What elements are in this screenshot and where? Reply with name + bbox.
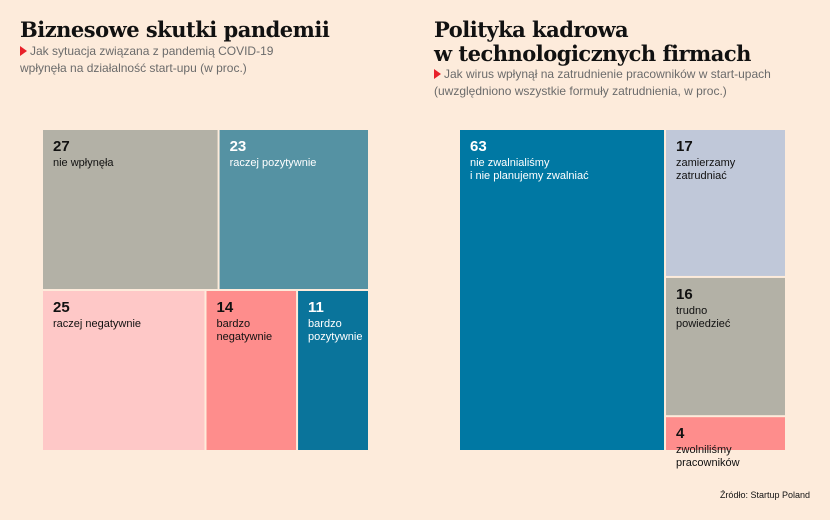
- tile-category-label: nie zwalnialiśmy: [470, 157, 550, 169]
- tile-value-label: 11: [308, 299, 324, 316]
- tile-category-label: trudno: [676, 305, 707, 317]
- triangle-marker-icon: [434, 69, 441, 79]
- right-subtitle-line-1: Jak wirus wpłynął na zatrudnienie pracow…: [444, 67, 771, 81]
- treemap-tile-0-2: [43, 291, 205, 450]
- tile-value-label: 4: [676, 425, 685, 442]
- tile-category-label: pracowników: [676, 457, 740, 469]
- right-title-line-1: Polityka kadrowa: [434, 17, 629, 42]
- tile-category-label: i nie planujemy zwalniać: [470, 170, 589, 182]
- treemap-tile-1-1: [666, 130, 785, 276]
- tile-value-label: 23: [230, 138, 247, 155]
- tile-category-label: zatrudniać: [676, 170, 727, 182]
- left-subtitle-line-2: wpłynęła na działalność start-upu (w pro…: [20, 61, 247, 75]
- triangle-marker-icon: [20, 46, 27, 56]
- right-chart-subtitle: Jak wirus wpłynął na zatrudnienie pracow…: [434, 66, 771, 100]
- left-title-line-1: Biznesowe skutki pandemii: [20, 17, 330, 42]
- tile-category-label: raczej negatywnie: [53, 318, 141, 330]
- tile-value-label: 63: [470, 138, 487, 155]
- treemap-tile-0-4: [298, 291, 368, 450]
- tile-category-label: bardzo: [217, 318, 251, 330]
- tile-category-label: negatywnie: [217, 331, 273, 343]
- tile-category-label: raczej pozytywnie: [230, 157, 317, 169]
- treemap-tile-1-2: [666, 277, 785, 416]
- right-title-line-2: w technologicznych firmach: [434, 41, 751, 66]
- tile-category-label: nie wpłynęła: [53, 157, 114, 169]
- tile-value-label: 16: [676, 286, 693, 303]
- tile-value-label: 27: [53, 138, 70, 155]
- treemap-tile-0-3: [206, 291, 297, 450]
- tile-value-label: 25: [53, 299, 70, 316]
- right-chart-title: Polityka kadrowa w technologicznych firm…: [434, 18, 751, 66]
- tile-category-label: bardzo: [308, 318, 342, 330]
- left-chart-title: Biznesowe skutki pandemii: [20, 17, 330, 42]
- treemap-tile-0-0: [43, 130, 218, 289]
- tile-value-label: 17: [676, 138, 693, 155]
- treemap-tile-1-3: [666, 417, 785, 450]
- tile-category-label: pozytywnie: [308, 331, 362, 343]
- tile-category-label: powiedzieć: [676, 318, 731, 330]
- treemap-tile-1-0: [460, 130, 665, 450]
- source-note: Źródło: Startup Poland: [719, 490, 810, 500]
- tile-category-label: zwolniliśmy: [676, 444, 732, 456]
- treemap-tile-0-1: [219, 130, 368, 289]
- tile-value-label: 14: [217, 299, 234, 316]
- left-chart-subtitle: Jak sytuacja związana z pandemią COVID-1…: [20, 43, 273, 77]
- right-subtitle-line-2: (uwzględniono wszystkie formuły zatrudni…: [434, 84, 727, 98]
- left-subtitle-line-1: Jak sytuacja związana z pandemią COVID-1…: [30, 44, 274, 58]
- tile-category-label: zamierzamy: [676, 157, 736, 169]
